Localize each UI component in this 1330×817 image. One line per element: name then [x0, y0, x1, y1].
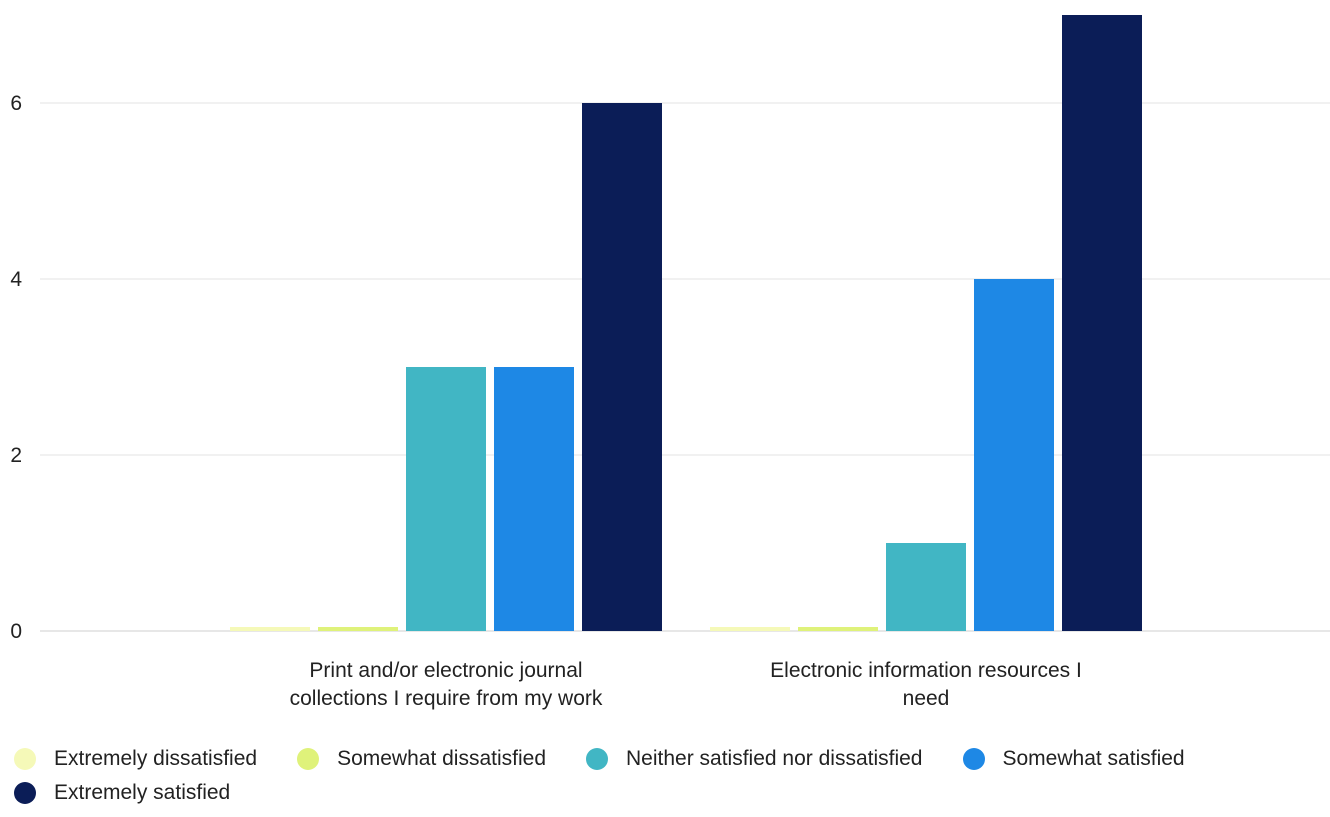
- bar: [230, 627, 310, 631]
- x-category-label: need: [903, 687, 950, 710]
- x-category-label: collections I require from my work: [290, 687, 603, 710]
- legend-swatch-icon: [586, 748, 609, 770]
- bar-chart-svg: 0 2 4 6 Print and/or electronic journal colle…: [10, 15, 1330, 710]
- bar: [886, 543, 966, 631]
- bar: [798, 627, 878, 631]
- x-category-label: Print and/or electronic journal: [309, 659, 582, 682]
- legend-item-extremely-dissatisfied[interactable]: Extremely dissatisfied: [14, 747, 257, 771]
- legend-label: Extremely dissatisfied: [54, 747, 258, 770]
- legend-label: Extremely satisfied: [54, 781, 231, 804]
- y-tick-label: 0: [10, 620, 22, 643]
- legend-swatch-icon: [297, 748, 320, 770]
- legend-item-neither[interactable]: Neither satisfied nor dissatisfied: [586, 747, 923, 771]
- legend-label: Somewhat satisfied: [1002, 747, 1185, 770]
- bar: [710, 627, 790, 631]
- y-tick-label: 6: [10, 92, 22, 115]
- bar: [406, 367, 486, 631]
- legend-label: Neither satisfied nor dissatisfied: [626, 747, 923, 770]
- x-category-label: Electronic information resources I: [770, 659, 1082, 682]
- legend-item-somewhat-satisfied[interactable]: Somewhat satisfied: [962, 747, 1185, 771]
- legend-row-2: Extremely satisfied: [14, 776, 1324, 810]
- legend-swatch-icon: [14, 748, 36, 770]
- y-tick-label: 2: [10, 444, 22, 467]
- bar: [1062, 15, 1142, 631]
- bar: [494, 367, 574, 631]
- bar: [582, 103, 662, 631]
- bar: [318, 627, 398, 631]
- legend-item-somewhat-dissatisfied[interactable]: Somewhat dissatisfied: [297, 747, 546, 771]
- legend-swatch-icon: [14, 782, 36, 804]
- bar: [974, 279, 1054, 631]
- legend-label: Somewhat dissatisfied: [337, 747, 547, 770]
- legend-row-1: Extremely dissatisfied Somewhat dissatis…: [14, 742, 1324, 776]
- legend: Extremely dissatisfied Somewhat dissatis…: [14, 742, 1324, 810]
- y-tick-label: 4: [10, 268, 22, 291]
- legend-item-extremely-satisfied[interactable]: Extremely satisfied: [14, 781, 230, 805]
- legend-swatch-icon: [962, 748, 985, 770]
